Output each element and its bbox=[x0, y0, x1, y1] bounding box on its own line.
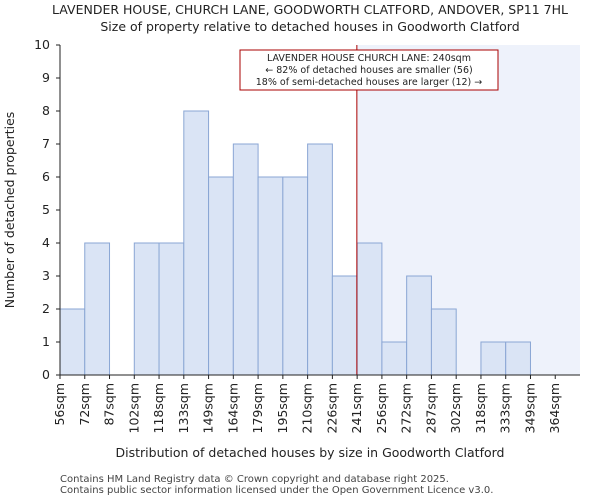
bar-133sqm bbox=[183, 110, 210, 376]
chart-subtitle: Size of property relative to detached ho… bbox=[100, 19, 519, 34]
bar-226sqm bbox=[331, 275, 358, 376]
x-tick-label: 72sqm bbox=[77, 383, 92, 426]
x-tick-label: 133sqm bbox=[176, 383, 191, 433]
bar-118sqm bbox=[158, 242, 185, 376]
bar-256sqm bbox=[381, 341, 408, 376]
bar-241sqm bbox=[356, 242, 383, 376]
x-tick-label: 287sqm bbox=[423, 383, 438, 433]
x-tick-label: 318sqm bbox=[473, 383, 488, 433]
x-tick-label: 149sqm bbox=[201, 383, 216, 433]
bar-56sqm bbox=[59, 308, 86, 376]
y-axis-label: Number of detached properties bbox=[2, 112, 17, 309]
y-tick-label: 3 bbox=[42, 268, 50, 283]
highlight-region bbox=[356, 45, 580, 375]
y-tick-label: 0 bbox=[42, 367, 50, 382]
y-tick-label: 9 bbox=[42, 70, 50, 85]
chart-title: LAVENDER HOUSE, CHURCH LANE, GOODWORTH C… bbox=[52, 2, 568, 17]
annotation-line-2: ← 82% of detached houses are smaller (56… bbox=[265, 65, 472, 76]
x-tick-label: 226sqm bbox=[324, 383, 339, 433]
x-tick-label: 87sqm bbox=[102, 383, 117, 426]
bar-287sqm bbox=[430, 308, 457, 376]
footer-licence: Contains public sector information licen… bbox=[60, 485, 494, 496]
bar-149sqm bbox=[208, 176, 234, 376]
x-tick-label: 349sqm bbox=[522, 383, 537, 433]
x-tick-label: 56sqm bbox=[52, 383, 67, 426]
annotation-box: LAVENDER HOUSE CHURCH LANE: 240sqm ← 82%… bbox=[239, 49, 499, 91]
y-tick-label: 4 bbox=[42, 235, 50, 250]
bar-333sqm bbox=[505, 341, 531, 376]
y-tick-label: 5 bbox=[42, 202, 50, 217]
x-tick-label: 164sqm bbox=[225, 383, 240, 433]
y-tick-label: 8 bbox=[42, 103, 50, 118]
x-tick-label: 241sqm bbox=[349, 383, 364, 433]
annotation-line-1: LAVENDER HOUSE CHURCH LANE: 240sqm bbox=[267, 53, 471, 64]
x-tick-label: 272sqm bbox=[399, 383, 414, 433]
x-tick-label: 302sqm bbox=[448, 383, 463, 433]
x-tick-label: 210sqm bbox=[300, 383, 315, 433]
x-tick-label: 364sqm bbox=[547, 383, 562, 433]
x-tick-label: 195sqm bbox=[275, 383, 290, 433]
x-tick-label: 333sqm bbox=[498, 383, 513, 433]
bar-102sqm bbox=[133, 242, 160, 376]
bar-318sqm bbox=[480, 341, 507, 376]
bar-179sqm bbox=[257, 176, 284, 376]
y-tick-label: 6 bbox=[42, 169, 50, 184]
x-tick-label: 179sqm bbox=[250, 383, 265, 433]
bars bbox=[59, 110, 531, 376]
x-tick-label: 102sqm bbox=[126, 383, 141, 433]
highlight-background bbox=[356, 45, 580, 375]
x-axis-label: Distribution of detached houses by size … bbox=[116, 445, 505, 460]
y-tick-label: 1 bbox=[42, 334, 50, 349]
y-tick-label: 10 bbox=[34, 37, 50, 52]
bar-272sqm bbox=[406, 275, 432, 376]
footer-copyright: Contains HM Land Registry data © Crown c… bbox=[60, 474, 449, 485]
bar-195sqm bbox=[282, 176, 309, 376]
y-tick-labels: 0 1 2 3 4 5 6 7 8 9 10 bbox=[34, 37, 60, 382]
y-tick-label: 7 bbox=[42, 136, 50, 151]
y-tick-label: 2 bbox=[42, 301, 50, 316]
x-tick-labels: 56sqm 72sqm 87sqm 102sqm 118sqm 133sqm 149sqm 1… bbox=[52, 375, 562, 433]
x-tick-label: 118sqm bbox=[151, 383, 166, 433]
bar-210sqm bbox=[307, 143, 333, 376]
annotation-line-3: 18% of semi-detached houses are larger (… bbox=[256, 77, 483, 88]
bar-164sqm bbox=[232, 143, 259, 376]
bar-72sqm bbox=[84, 242, 111, 376]
x-tick-label: 256sqm bbox=[374, 383, 389, 433]
